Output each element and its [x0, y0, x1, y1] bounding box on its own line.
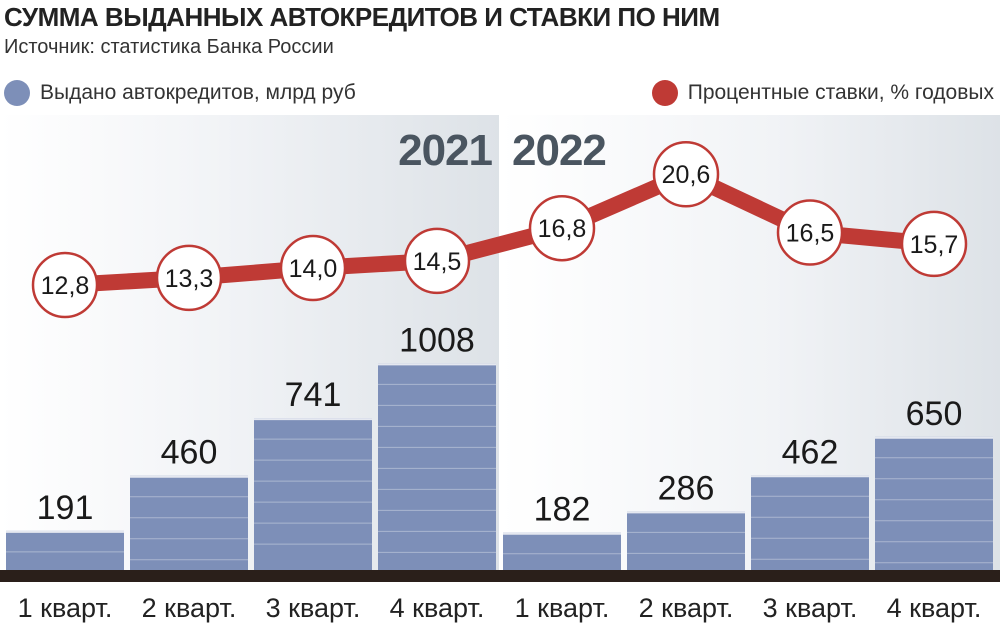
rate-point-7	[776, 199, 844, 266]
bar-value-label-8: 650	[906, 395, 963, 433]
bar-value-label-5: 182	[534, 491, 591, 529]
year-label-2021: 2021	[398, 126, 492, 175]
rate-point-8	[900, 210, 968, 278]
year-label-2022: 2022	[512, 126, 606, 175]
bar-value-label-2: 460	[161, 434, 218, 472]
bar-7	[751, 475, 869, 570]
rate-label-1: 12,8	[41, 272, 90, 300]
bar-value-label-7: 462	[782, 433, 839, 471]
bar-value-label-6: 286	[658, 469, 715, 507]
rate-label-5: 16,8	[538, 215, 587, 243]
chart-title: СУММА ВЫДАННЫХ АВТОКРЕДИТОВ И СТАВКИ ПО …	[4, 2, 720, 32]
category-label-1: 1 кварт.	[18, 593, 113, 623]
category-label-5: 1 кварт.	[515, 593, 610, 623]
rate-point-5	[528, 194, 596, 262]
bar-3	[254, 418, 372, 570]
legend-bars-label: Выдано автокредитов, млрд руб	[40, 81, 356, 104]
baseline	[0, 570, 1000, 582]
legend-item-bars: Выдано автокредитов, млрд руб	[4, 78, 356, 108]
bar-5	[503, 532, 621, 570]
bar-value-label-4: 1008	[399, 321, 475, 359]
category-label-7: 3 кварт.	[763, 593, 858, 623]
category-label-3: 3 кварт.	[266, 593, 361, 623]
rate-label-8: 15,7	[910, 231, 959, 259]
chart-subtitle: Источник: статистика Банка России	[4, 36, 334, 58]
bar-1	[6, 530, 124, 570]
legend-item-line: Процентные ставки, % годовых	[651, 78, 994, 108]
category-label-2: 2 кварт.	[142, 593, 237, 623]
rate-point-2	[155, 244, 223, 312]
legend-bar-swatch	[4, 80, 30, 106]
legend-line-label: Процентные ставки, % годовых	[687, 81, 994, 104]
chart-svg: 2021 2022 191 460 741 1008 182 286 462 650 1 кварт…	[0, 115, 1000, 623]
bar-2	[130, 475, 248, 570]
bar-value-label-1: 191	[37, 489, 94, 527]
rate-label-4: 14,5	[413, 248, 462, 276]
bar-8	[875, 436, 993, 570]
rate-point-1	[31, 251, 99, 319]
rate-label-2: 13,3	[165, 265, 214, 293]
category-label-4: 4 кварт.	[390, 593, 485, 623]
legend-line-swatch	[651, 80, 678, 106]
bar-6	[627, 511, 745, 570]
rate-label-3: 14,0	[289, 255, 338, 283]
category-label-8: 4 кварт.	[887, 593, 982, 623]
rate-point-3	[279, 234, 347, 302]
category-label-6: 2 кварт.	[639, 593, 734, 623]
rate-point-4	[403, 227, 471, 295]
rate-point-6	[652, 140, 720, 208]
rate-label-6: 20,6	[662, 161, 711, 189]
rate-label-7: 16,5	[786, 219, 835, 247]
bar-4	[378, 363, 496, 570]
bar-value-label-3: 741	[285, 376, 342, 414]
